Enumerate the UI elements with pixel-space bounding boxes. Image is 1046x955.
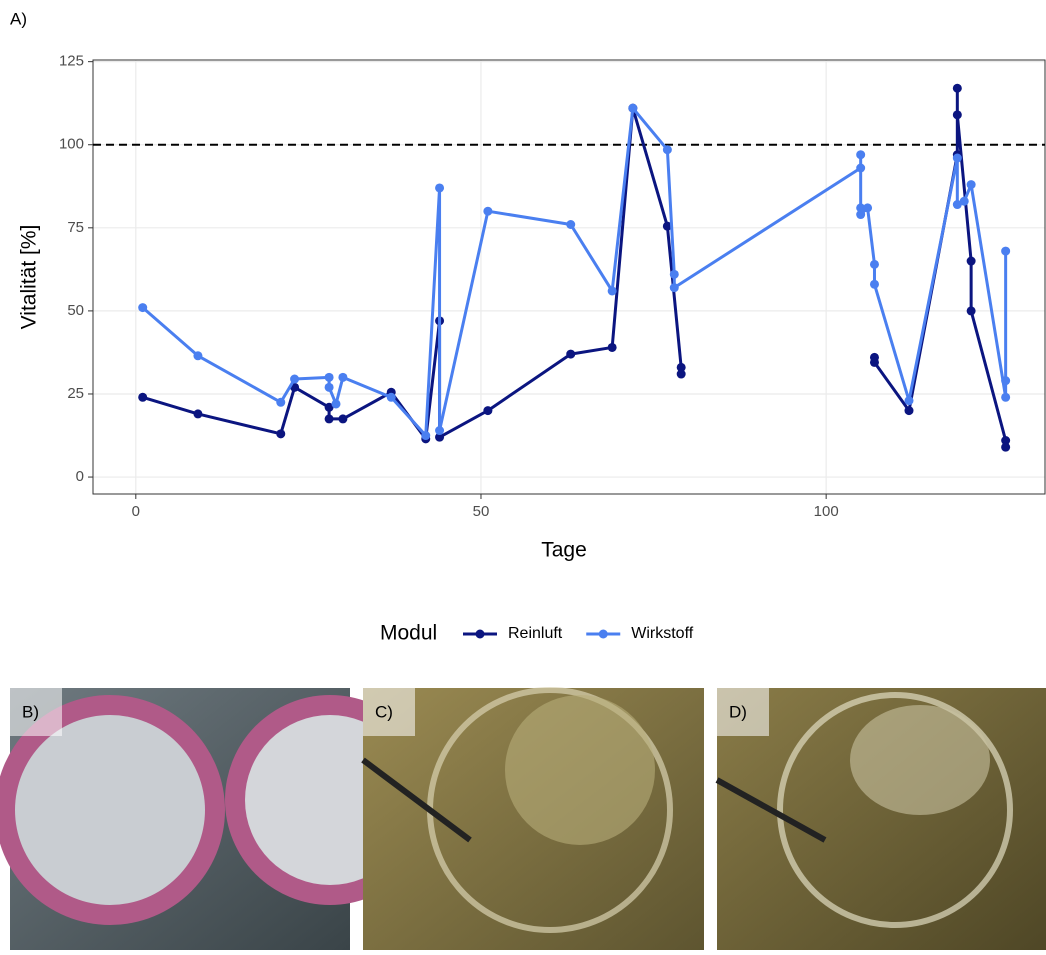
data-point bbox=[332, 399, 341, 408]
data-point bbox=[663, 145, 672, 154]
data-point bbox=[276, 429, 285, 438]
data-point bbox=[483, 207, 492, 216]
y-tick-label: 0 bbox=[76, 468, 84, 485]
data-point bbox=[960, 197, 969, 206]
legend-title: Modul bbox=[380, 622, 437, 645]
data-point bbox=[608, 286, 617, 295]
data-point bbox=[325, 414, 334, 423]
data-point bbox=[421, 431, 430, 440]
data-point bbox=[628, 104, 637, 113]
data-point bbox=[953, 110, 962, 119]
data-point bbox=[967, 180, 976, 189]
x-tick-label: 50 bbox=[473, 503, 490, 520]
data-point bbox=[856, 210, 865, 219]
data-point bbox=[677, 370, 686, 379]
data-point bbox=[856, 150, 865, 159]
data-point bbox=[1001, 393, 1010, 402]
y-tick-label: 125 bbox=[59, 53, 84, 70]
data-point bbox=[435, 183, 444, 192]
x-tick-label: 0 bbox=[132, 503, 140, 520]
data-point bbox=[1001, 247, 1010, 256]
y-tick-label: 50 bbox=[67, 302, 84, 319]
photo-d: D) bbox=[717, 688, 1046, 950]
data-point bbox=[608, 343, 617, 352]
data-point bbox=[387, 393, 396, 402]
x-axis-title: Tage bbox=[541, 539, 587, 562]
data-point bbox=[325, 383, 334, 392]
data-point bbox=[566, 350, 575, 359]
data-point bbox=[870, 280, 879, 289]
data-point bbox=[953, 154, 962, 163]
y-tick-label: 25 bbox=[67, 385, 84, 402]
figure: A) B) C) D) 0 25 50 75 100 125 0 50 100 Tage Vital… bbox=[0, 0, 1046, 950]
data-point bbox=[870, 260, 879, 269]
photo-c: C) bbox=[363, 688, 704, 950]
data-point bbox=[325, 373, 334, 382]
data-point bbox=[276, 398, 285, 407]
data-point bbox=[905, 406, 914, 415]
data-point bbox=[670, 270, 679, 279]
x-tick-label: 100 bbox=[814, 503, 839, 520]
y-tick-label: 100 bbox=[59, 136, 84, 153]
plot-panel bbox=[93, 60, 1045, 494]
panel-label: B) bbox=[22, 702, 39, 721]
y-axis-title: Vitalität [%] bbox=[18, 225, 41, 330]
panel-label: A) bbox=[10, 9, 27, 28]
data-point bbox=[483, 406, 492, 415]
data-point bbox=[670, 283, 679, 292]
legend-swatch bbox=[599, 630, 608, 639]
data-point bbox=[193, 409, 202, 418]
data-point bbox=[863, 203, 872, 212]
legend-swatch bbox=[476, 630, 485, 639]
data-point bbox=[566, 220, 575, 229]
data-point bbox=[967, 306, 976, 315]
panel-label: C) bbox=[375, 702, 393, 721]
data-point bbox=[1001, 376, 1010, 385]
data-point bbox=[290, 375, 299, 384]
data-point bbox=[856, 164, 865, 173]
legend-label: Reinluft bbox=[508, 625, 563, 642]
data-point bbox=[905, 396, 914, 405]
panel-label: D) bbox=[729, 702, 747, 721]
data-point bbox=[138, 393, 147, 402]
data-point bbox=[967, 257, 976, 266]
data-point bbox=[193, 351, 202, 360]
data-point bbox=[435, 426, 444, 435]
data-point bbox=[338, 373, 347, 382]
y-tick-label: 75 bbox=[67, 219, 84, 236]
data-point bbox=[338, 414, 347, 423]
data-point bbox=[870, 358, 879, 367]
data-point bbox=[953, 84, 962, 93]
data-point bbox=[1001, 443, 1010, 452]
data-point bbox=[138, 303, 147, 312]
legend-label: Wirkstoff bbox=[631, 625, 693, 642]
